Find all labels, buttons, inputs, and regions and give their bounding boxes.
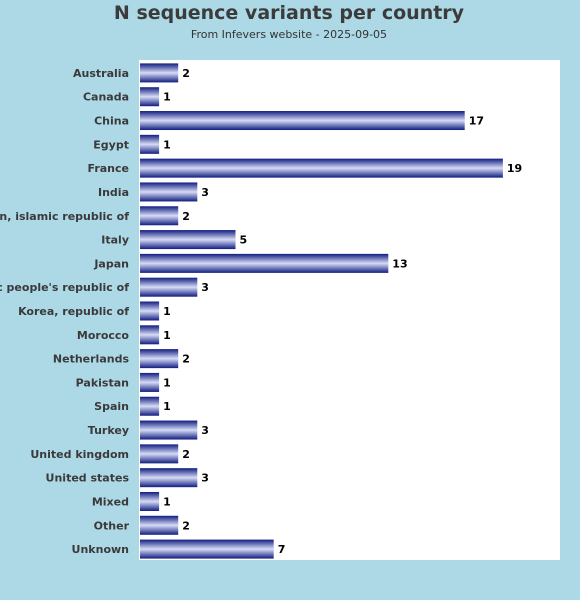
- value-label: 13: [392, 257, 407, 270]
- value-label: 7: [278, 543, 286, 556]
- bar-korea-democratic-people-s-republic-of: [140, 277, 198, 297]
- category-label: Canada: [83, 91, 129, 104]
- value-label: 2: [182, 210, 190, 223]
- bar-united-kingdom: [140, 444, 179, 464]
- category-label: Netherlands: [53, 353, 130, 366]
- category-label: Unknown: [72, 543, 129, 556]
- value-label: 19: [507, 162, 522, 175]
- category-label: Mixed: [92, 495, 129, 508]
- category-label: Pakistan: [76, 376, 129, 389]
- value-label: 2: [182, 448, 190, 461]
- category-label: China: [94, 115, 129, 128]
- category-label: Egypt: [93, 138, 129, 151]
- category-label: Australia: [73, 67, 129, 80]
- value-label: 3: [201, 186, 209, 199]
- bar-mixed: [140, 491, 160, 511]
- chart-title: N sequence variants per country: [113, 2, 465, 24]
- bar-japan: [140, 253, 389, 273]
- value-label: 1: [163, 376, 171, 389]
- value-label: 3: [201, 281, 209, 294]
- bar-spain: [140, 396, 160, 416]
- value-label: 5: [240, 234, 248, 247]
- bar-turkey: [140, 420, 198, 440]
- bar-canada: [140, 87, 160, 107]
- category-label: Japan: [93, 257, 129, 270]
- category-label: Other: [94, 519, 130, 532]
- bar-unknown: [140, 539, 274, 559]
- bar-korea-republic-of: [140, 301, 160, 321]
- category-label: Korea, republic of: [18, 305, 129, 318]
- category-label: France: [88, 162, 129, 175]
- category-label: Korea, democratic people's republic of: [0, 281, 129, 294]
- bar-india: [140, 182, 198, 202]
- bar-egypt: [140, 134, 160, 154]
- value-label: 1: [163, 329, 171, 342]
- value-label: 1: [163, 91, 171, 104]
- bar-china: [140, 111, 465, 131]
- bar-united-states: [140, 468, 198, 488]
- bar-iran-islamic-republic-of: [140, 206, 179, 226]
- chart-subtitle: From Infevers website - 2025-09-05: [190, 28, 388, 41]
- value-label: 17: [469, 115, 484, 128]
- value-label: 3: [201, 472, 209, 485]
- category-label: Italy: [101, 234, 129, 247]
- category-label: United states: [46, 472, 130, 485]
- value-label: 1: [163, 305, 171, 318]
- bar-other: [140, 515, 179, 535]
- bar-australia: [140, 63, 179, 83]
- value-label: 2: [182, 519, 190, 532]
- category-label: Morocco: [77, 329, 130, 342]
- category-label: Spain: [94, 400, 129, 413]
- value-label: 2: [182, 67, 190, 80]
- value-label: 2: [182, 353, 190, 366]
- value-label: 1: [163, 495, 171, 508]
- value-label: 3: [201, 424, 209, 437]
- bar-morocco: [140, 325, 160, 345]
- plot-area: [139, 60, 560, 560]
- bar-france: [140, 158, 503, 178]
- bar-italy: [140, 230, 236, 250]
- category-label: Iran, islamic republic of: [0, 210, 129, 223]
- bar-pakistan: [140, 372, 160, 392]
- category-label: United kingdom: [30, 448, 129, 461]
- category-label: Turkey: [88, 424, 129, 437]
- bar-netherlands: [140, 349, 179, 369]
- value-label: 1: [163, 138, 171, 151]
- value-label: 1: [163, 400, 171, 413]
- category-label: India: [98, 186, 129, 199]
